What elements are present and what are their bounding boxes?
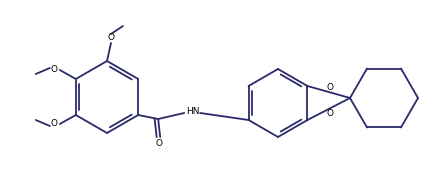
Text: O: O (107, 33, 114, 43)
Text: O: O (50, 66, 57, 74)
Text: O: O (325, 108, 332, 118)
Text: O: O (325, 84, 332, 92)
Text: HN: HN (186, 108, 199, 116)
Text: O: O (155, 139, 162, 149)
Text: O: O (50, 119, 57, 129)
